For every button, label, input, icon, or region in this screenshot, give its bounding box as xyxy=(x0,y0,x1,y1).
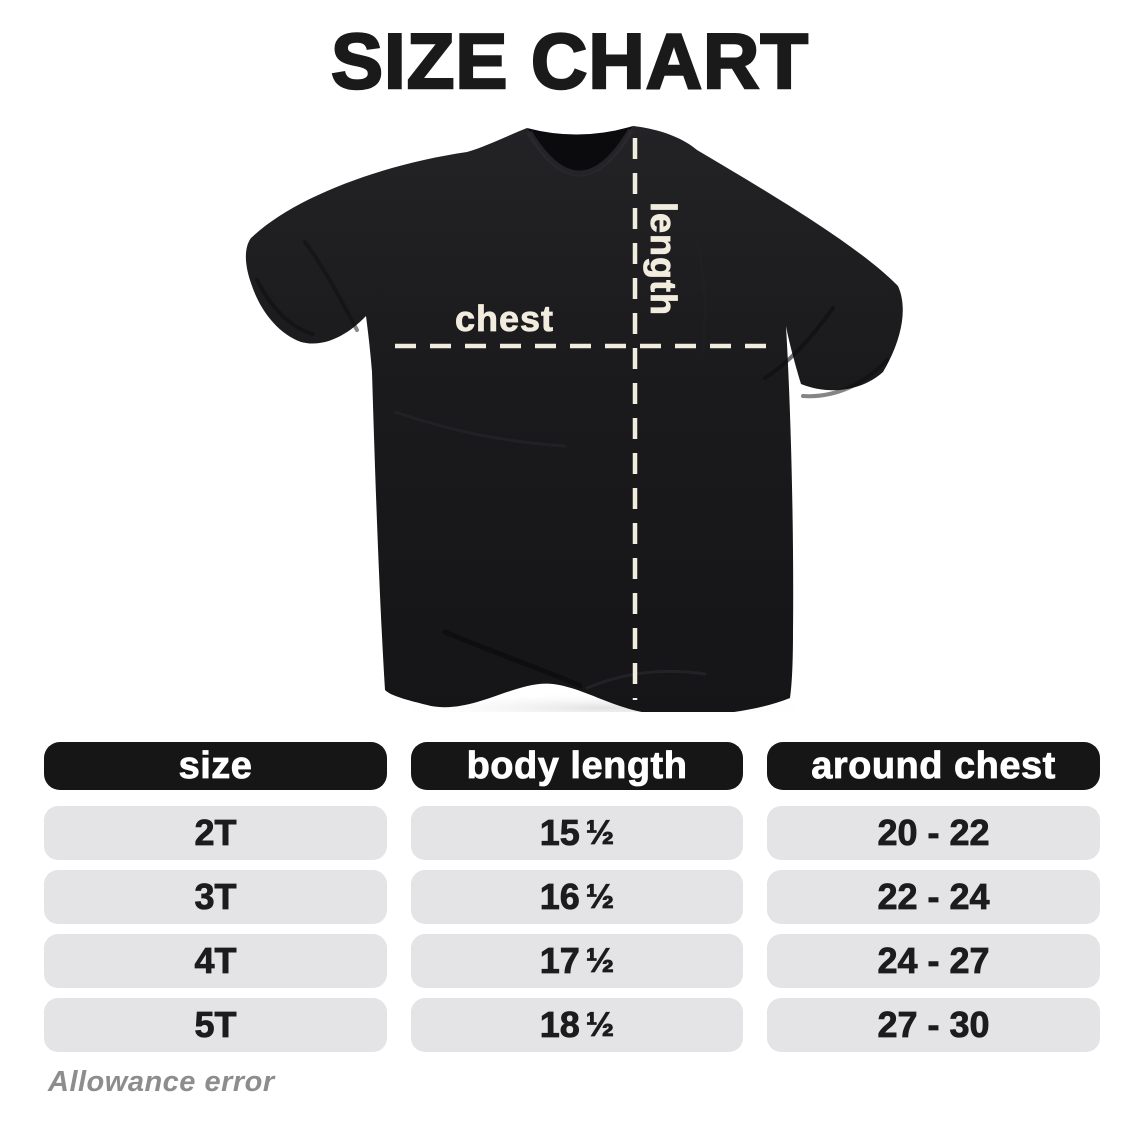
body-length-whole: 15 xyxy=(539,812,580,854)
cell-body-length: 15 ½ xyxy=(411,806,743,860)
tshirt-body xyxy=(245,126,903,712)
cell-around-chest: 20 - 22 xyxy=(767,806,1100,860)
cell-body-length: 17 ½ xyxy=(411,934,743,988)
header-around-chest: around chest xyxy=(767,742,1100,790)
cell-around-chest: 22 - 24 xyxy=(767,870,1100,924)
chest-label: chest xyxy=(455,298,555,340)
body-length-fraction: ½ xyxy=(585,877,615,916)
table-header-row: size body length around chest xyxy=(44,742,1100,790)
body-length-whole: 17 xyxy=(539,940,580,982)
body-length-fraction: ½ xyxy=(585,941,615,980)
body-length-fraction: ½ xyxy=(585,813,615,852)
header-size: size xyxy=(44,742,387,790)
body-length-whole: 16 xyxy=(539,876,580,918)
cell-size: 4T xyxy=(44,934,387,988)
table-row: 5T 18 ½ 27 - 30 xyxy=(44,998,1100,1052)
body-length-fraction: ½ xyxy=(585,1005,615,1044)
cell-size: 3T xyxy=(44,870,387,924)
collar-rib xyxy=(526,128,634,177)
header-body-length: body length xyxy=(411,742,743,790)
length-label: length xyxy=(643,202,685,317)
cell-body-length: 18 ½ xyxy=(411,998,743,1052)
cell-body-length: 16 ½ xyxy=(411,870,743,924)
cell-size: 5T xyxy=(44,998,387,1052)
cell-around-chest: 24 - 27 xyxy=(767,934,1100,988)
table-row: 4T 17 ½ 24 - 27 xyxy=(44,934,1100,988)
table-row: 2T 15 ½ 20 - 22 xyxy=(44,806,1100,860)
allowance-note: Allowance error xyxy=(48,1066,275,1098)
size-table: size body length around chest 2T 15 ½ 20 … xyxy=(44,742,1100,1062)
body-length-whole: 18 xyxy=(539,1004,580,1046)
fabric-wrinkles xyxy=(255,230,889,690)
tshirt-illustration xyxy=(245,126,903,712)
cell-around-chest: 27 - 30 xyxy=(767,998,1100,1052)
table-row: 3T 16 ½ 22 - 24 xyxy=(44,870,1100,924)
cell-size: 2T xyxy=(44,806,387,860)
page-title: SIZE CHART xyxy=(330,17,810,105)
